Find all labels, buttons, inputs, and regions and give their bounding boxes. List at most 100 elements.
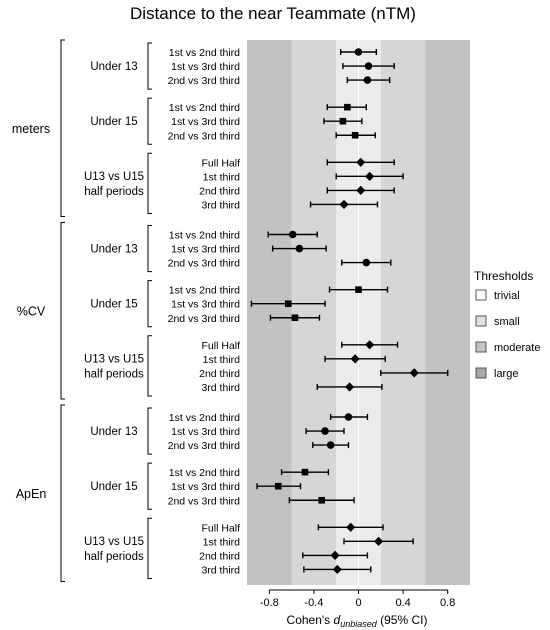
group-bracket bbox=[147, 462, 152, 510]
point-circle bbox=[362, 258, 371, 267]
group-label: Under 13 bbox=[90, 426, 137, 438]
estimate-circle bbox=[271, 244, 327, 253]
estimate-diamond bbox=[326, 157, 395, 167]
point-diamond bbox=[339, 199, 349, 210]
row-label: 2nd vs 3rd third bbox=[168, 258, 241, 270]
estimate-diamond bbox=[302, 550, 369, 560]
x-tick-label: -0.4 bbox=[304, 597, 323, 609]
estimate-circle bbox=[305, 427, 345, 435]
row-label: 1st vs 2nd third bbox=[169, 230, 240, 242]
estimate-diamond bbox=[326, 185, 395, 195]
legend-title: Thresholds bbox=[474, 269, 533, 283]
band-small bbox=[380, 40, 426, 585]
group-label: half periods bbox=[84, 551, 144, 563]
group-label: U13 vs U15 bbox=[84, 171, 144, 183]
x-tick-label: 0 bbox=[355, 597, 361, 609]
row-label: 1st third bbox=[203, 536, 241, 548]
estimate-circle bbox=[342, 62, 395, 70]
x-axis: -0.8 -0.4 0 0.4 0.8 Cohen's dunbiased (95% CI… bbox=[260, 589, 455, 629]
estimate-square bbox=[326, 103, 368, 111]
legend-label-large: large bbox=[494, 368, 518, 380]
point-circle bbox=[288, 230, 297, 239]
point-circle bbox=[363, 76, 372, 84]
row-label: Full Half bbox=[201, 157, 240, 169]
point-diamond bbox=[365, 340, 375, 350]
point-square bbox=[291, 314, 299, 322]
group-bracket bbox=[147, 97, 152, 145]
estimate-diamond bbox=[303, 564, 372, 575]
row-label: 2nd vs 3rd third bbox=[168, 313, 241, 325]
x-tick-label: -0.8 bbox=[260, 597, 279, 609]
row-label: 2nd vs 3rd third bbox=[168, 130, 241, 142]
row-label: 2nd third bbox=[199, 550, 240, 562]
group-label: Under 15 bbox=[90, 481, 137, 493]
point-square bbox=[284, 300, 292, 307]
row-label: Full Half bbox=[201, 522, 240, 534]
estimate-diamond bbox=[341, 340, 399, 350]
row-label: 1st vs 2nd third bbox=[169, 467, 240, 479]
point-diamond bbox=[373, 536, 384, 546]
point-diamond bbox=[365, 171, 375, 181]
point-circle bbox=[326, 441, 335, 449]
point-square bbox=[274, 482, 282, 490]
threshold-bands bbox=[247, 40, 470, 585]
row-label: 1st vs 3rd third bbox=[171, 426, 240, 438]
x-axis-label: Cohen's dunbiased (95% CI) bbox=[287, 613, 428, 629]
row-label: 1st vs 3rd third bbox=[171, 244, 240, 256]
row-label: 1st vs 2nd third bbox=[169, 102, 240, 114]
estimate-circle bbox=[267, 230, 318, 239]
estimate-square bbox=[328, 286, 389, 293]
row-label: 2nd third bbox=[199, 185, 240, 197]
row-label: 1st third bbox=[203, 354, 241, 366]
legend-swatch-large bbox=[475, 367, 487, 379]
row-label: 1st vs 3rd third bbox=[171, 61, 240, 73]
band-moderate bbox=[425, 40, 470, 585]
legend-swatch-small bbox=[475, 315, 487, 327]
row-label: 3rd third bbox=[201, 564, 240, 576]
group-bracket bbox=[147, 335, 152, 397]
point-diamond bbox=[330, 550, 340, 560]
point-diamond bbox=[350, 354, 360, 364]
legend-label-trivial: trivial bbox=[494, 290, 520, 302]
point-diamond bbox=[346, 522, 356, 532]
row-label: 2nd vs 3rd third bbox=[168, 440, 241, 452]
estimate-diamond bbox=[309, 199, 379, 210]
estimate-square bbox=[269, 314, 321, 322]
row-label: 1st vs 3rd third bbox=[171, 116, 240, 128]
estimate-circle bbox=[329, 413, 369, 421]
group-label: U13 vs U15 bbox=[84, 536, 144, 548]
legend-label-moderate: moderate bbox=[494, 342, 540, 354]
point-circle bbox=[295, 244, 304, 253]
point-circle bbox=[354, 48, 363, 56]
point-square bbox=[351, 131, 359, 139]
estimate-circle bbox=[339, 48, 378, 56]
estimate-diamond bbox=[343, 536, 414, 546]
legend-swatch-trivial bbox=[475, 289, 487, 301]
point-circle bbox=[364, 62, 373, 70]
point-diamond bbox=[356, 185, 366, 195]
row-label: 1st vs 2nd third bbox=[169, 412, 240, 424]
row-label: 2nd vs 3rd third bbox=[168, 75, 241, 87]
section-label: ApEn bbox=[16, 487, 47, 501]
point-square bbox=[318, 496, 326, 504]
row-label: Full Half bbox=[201, 340, 240, 352]
estimate-square bbox=[323, 117, 363, 125]
section-bracket bbox=[60, 404, 65, 582]
group-label: Under 15 bbox=[90, 299, 137, 311]
row-label: 1st vs 3rd third bbox=[171, 481, 240, 493]
estimate-square bbox=[280, 468, 330, 476]
row-label: 1st vs 3rd third bbox=[171, 299, 240, 311]
estimate-diamond bbox=[317, 522, 384, 532]
point-square bbox=[339, 117, 347, 125]
group-label: Under 15 bbox=[90, 116, 137, 128]
row-labels: 1st vs 2nd third 1st vs 3rd third 2nd vs 3… bbox=[12, 39, 241, 582]
group-label: U13 vs U15 bbox=[84, 353, 144, 365]
legend: Thresholds trivial small moderate large bbox=[474, 269, 540, 380]
group-label: Under 13 bbox=[90, 61, 137, 73]
estimate-square bbox=[288, 496, 355, 504]
estimate-circle bbox=[341, 258, 392, 267]
estimate-diamond bbox=[324, 354, 386, 364]
chart-title: Distance to the near Teammate (nTM) bbox=[130, 4, 416, 23]
point-diamond bbox=[409, 368, 419, 378]
